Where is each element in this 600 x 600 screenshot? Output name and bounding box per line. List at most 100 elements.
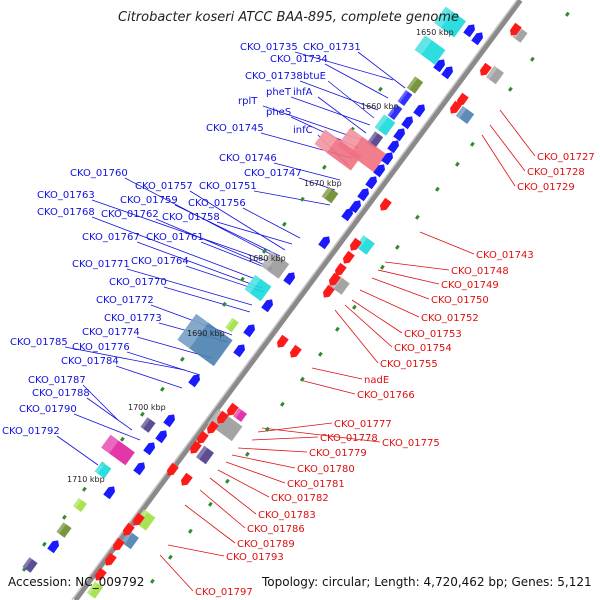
forward-gene-arrow bbox=[401, 116, 413, 130]
reverse-gene-arrow bbox=[217, 410, 229, 424]
reverse-gene-label[interactable]: CKO_01782 bbox=[271, 493, 329, 504]
leader-line bbox=[199, 489, 246, 529]
forward-gene-label[interactable]: CKO_01756 bbox=[188, 198, 246, 209]
reverse-gene-label[interactable]: CKO_01766 bbox=[357, 390, 415, 401]
leader-line bbox=[299, 379, 356, 395]
reverse-gene-label[interactable]: CKO_01777 bbox=[334, 419, 392, 430]
forward-gene-arrow bbox=[143, 442, 155, 456]
forward-gene-arrow bbox=[283, 272, 295, 286]
forward-gene-label[interactable]: pheS bbox=[266, 107, 291, 118]
feature-block bbox=[101, 434, 135, 466]
forward-gene-label[interactable]: rplT bbox=[238, 96, 258, 107]
reverse-gene-label[interactable]: CKO_01778 bbox=[320, 433, 378, 444]
scale-tick bbox=[564, 11, 570, 17]
reverse-gene-label[interactable]: CKO_01750 bbox=[431, 295, 489, 306]
forward-gene-label[interactable]: CKO_01762 bbox=[101, 209, 159, 220]
reverse-gene-label[interactable]: CKO_01793 bbox=[226, 552, 284, 563]
feature-block bbox=[140, 417, 156, 433]
reverse-gene-arrow bbox=[113, 537, 125, 551]
leader-line bbox=[251, 436, 319, 441]
scale-tick bbox=[395, 244, 400, 250]
reverse-gene-arrow bbox=[133, 512, 145, 526]
reverse-gene-label[interactable]: CKO_01797 bbox=[195, 587, 253, 598]
leader-line bbox=[189, 190, 286, 251]
forward-gene-label[interactable]: CKO_01772 bbox=[96, 295, 154, 306]
scale-label: 1660 kbp bbox=[361, 102, 399, 111]
scale-tick bbox=[380, 264, 385, 270]
forward-gene-arrow bbox=[365, 176, 377, 190]
forward-gene-label[interactable]: CKO_01790 bbox=[19, 404, 77, 415]
reverse-gene-arrow bbox=[380, 197, 392, 211]
forward-gene-label[interactable]: CKO_01773 bbox=[104, 313, 162, 324]
scale-tick bbox=[168, 554, 173, 560]
forward-gene-label[interactable]: CKO_01757 bbox=[135, 181, 193, 192]
reverse-gene-label[interactable]: CKO_01775 bbox=[382, 438, 440, 449]
leader-line bbox=[262, 105, 363, 141]
reverse-gene-label[interactable]: CKO_01752 bbox=[421, 313, 479, 324]
forward-gene-label[interactable]: CKO_01792 bbox=[2, 426, 60, 437]
reverse-gene-label[interactable]: CKO_01755 bbox=[380, 359, 438, 370]
leader-line bbox=[237, 447, 308, 453]
forward-gene-label[interactable]: CKO_01760 bbox=[70, 168, 128, 179]
leader-line bbox=[257, 422, 333, 433]
forward-gene-label[interactable]: btuE bbox=[303, 71, 326, 82]
leader-line bbox=[371, 277, 430, 300]
forward-gene-label[interactable]: CKO_01759 bbox=[120, 195, 178, 206]
reverse-gene-label[interactable]: CKO_01779 bbox=[309, 448, 367, 459]
forward-gene-label[interactable]: CKO_01771 bbox=[72, 259, 130, 270]
forward-gene-label[interactable]: CKO_01767 bbox=[82, 232, 140, 243]
forward-gene-label[interactable]: CKO_01761 bbox=[146, 232, 204, 243]
forward-gene-label[interactable]: CKO_01768 bbox=[37, 207, 95, 218]
reverse-gene-arrow bbox=[190, 440, 202, 454]
forward-gene-label[interactable]: CKO_01788 bbox=[32, 388, 90, 399]
feature-block bbox=[374, 114, 396, 136]
forward-gene-label[interactable]: ihfA bbox=[293, 87, 313, 98]
forward-gene-label[interactable]: CKO_01751 bbox=[199, 181, 257, 192]
forward-gene-label[interactable]: CKO_01735 bbox=[240, 42, 298, 53]
scale-tick bbox=[240, 276, 245, 282]
forward-gene-label[interactable]: CKO_01785 bbox=[10, 337, 68, 348]
forward-gene-label[interactable]: pheT bbox=[266, 87, 292, 98]
forward-gene-label[interactable]: CKO_01764 bbox=[131, 256, 189, 267]
reverse-gene-label[interactable]: CKO_01783 bbox=[258, 510, 316, 521]
reverse-gene-label[interactable]: CKO_01727 bbox=[537, 152, 595, 163]
forward-gene-label[interactable]: CKO_01738 bbox=[245, 71, 303, 82]
scale-tick bbox=[454, 161, 460, 167]
reverse-gene-label[interactable]: CKO_01780 bbox=[297, 464, 355, 475]
leader-line bbox=[150, 304, 233, 336]
forward-gene-label[interactable]: CKO_01734 bbox=[270, 54, 328, 65]
reverse-gene-label[interactable]: CKO_01743 bbox=[476, 250, 534, 261]
reverse-gene-label[interactable]: CKO_01728 bbox=[527, 167, 585, 178]
reverse-gene-arrow bbox=[350, 237, 362, 251]
leader-line bbox=[126, 268, 253, 306]
forward-gene-label[interactable]: CKO_01745 bbox=[206, 123, 264, 134]
forward-gene-label[interactable]: CKO_01784 bbox=[61, 356, 119, 367]
reverse-gene-label[interactable]: CKO_01754 bbox=[394, 343, 452, 354]
forward-gene-label[interactable]: CKO_01770 bbox=[109, 277, 167, 288]
reverse-gene-label[interactable]: nadE bbox=[364, 375, 389, 386]
forward-gene-label[interactable]: CKO_01776 bbox=[72, 342, 130, 353]
reverse-gene-label[interactable]: CKO_01789 bbox=[237, 539, 295, 550]
forward-gene-label[interactable]: infC bbox=[293, 125, 313, 136]
forward-gene-label[interactable]: CKO_01758 bbox=[162, 212, 220, 223]
reverse-gene-arrow bbox=[167, 462, 179, 476]
reverse-gene-label[interactable]: CKO_01786 bbox=[247, 524, 305, 535]
reverse-gene-label[interactable]: CKO_01748 bbox=[451, 266, 509, 277]
forward-gene-label[interactable]: CKO_01763 bbox=[37, 190, 95, 201]
feature-block bbox=[56, 522, 72, 538]
scale-tick bbox=[508, 86, 513, 92]
reverse-gene-label[interactable]: CKO_01749 bbox=[441, 280, 499, 291]
feature-block bbox=[486, 65, 504, 85]
reverse-gene-label[interactable]: CKO_01753 bbox=[404, 329, 462, 340]
reverse-gene-label[interactable]: CKO_01729 bbox=[517, 182, 575, 193]
forward-gene-label[interactable]: CKO_01774 bbox=[82, 327, 140, 338]
forward-gene-label[interactable]: CKO_01747 bbox=[244, 168, 302, 179]
feature-block bbox=[321, 186, 339, 204]
forward-gene-label[interactable]: CKO_01731 bbox=[303, 42, 361, 53]
forward-gene-label[interactable]: CKO_01746 bbox=[219, 153, 277, 164]
leader-line bbox=[216, 221, 293, 245]
scale-tick bbox=[415, 214, 420, 220]
reverse-gene-label[interactable]: CKO_01781 bbox=[287, 479, 345, 490]
forward-gene-arrow bbox=[441, 66, 453, 80]
forward-gene-label[interactable]: CKO_01787 bbox=[28, 375, 86, 386]
